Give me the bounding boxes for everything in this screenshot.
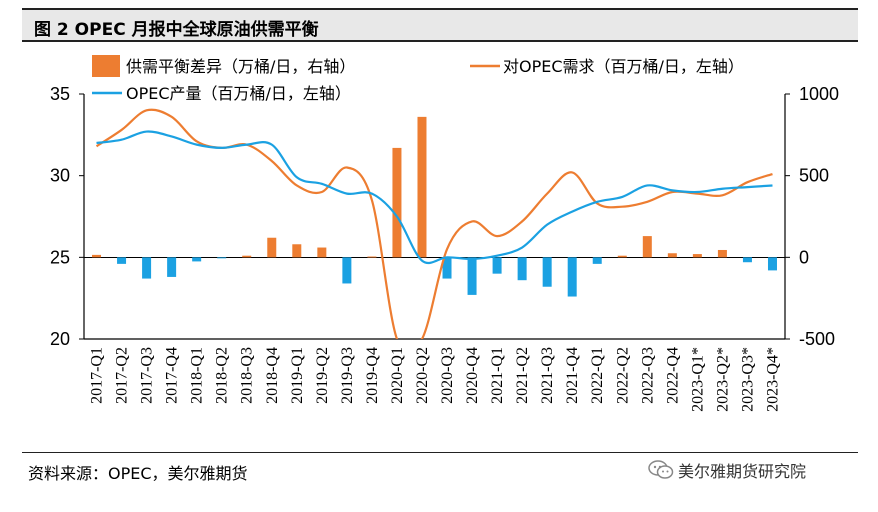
production-line	[96, 130, 773, 265]
category-label: 2017-Q2	[114, 347, 131, 404]
balance-bar	[117, 257, 127, 264]
category-label: 2017-Q3	[139, 347, 156, 404]
balance-bar	[342, 257, 352, 284]
category-label: 2019-Q4	[364, 347, 381, 404]
figure-title-bar: 图 2 OPEC 月报中全球原油供需平衡	[22, 8, 858, 42]
watermark-text: 美尔雅期货研究院	[678, 462, 807, 481]
left-tick-label: 30	[50, 166, 70, 186]
category-label: 2019-Q2	[314, 347, 331, 404]
category-label: 2022-Q1	[589, 347, 606, 404]
right-axis-ticks: -500 0 500 1000	[785, 84, 839, 349]
balance-bar	[567, 257, 577, 297]
category-label: 2021-Q4	[564, 347, 581, 404]
legend: 供需平衡差异（万桶/日，右轴） 对OPEC需求（百万桶/日，左轴） OPEC产量…	[92, 55, 744, 103]
category-label: 2020-Q2	[414, 347, 431, 404]
balance-bar	[692, 254, 702, 258]
watermark: 美尔雅期货研究院	[648, 458, 806, 482]
wechat-icon	[648, 460, 674, 479]
category-label: 2019-Q3	[339, 347, 356, 404]
balance-bar	[617, 255, 627, 258]
category-label: 2017-Q4	[164, 347, 181, 404]
balance-bar	[217, 257, 227, 259]
category-label: 2018-Q3	[239, 347, 256, 404]
series-lines	[95, 108, 773, 339]
balance-bar	[242, 255, 252, 258]
category-label: 2018-Q1	[189, 347, 206, 404]
left-axis-ticks: 20 25 30 35	[50, 84, 84, 349]
category-label: 2023-Q3*	[739, 347, 756, 412]
category-label: 2023-Q2*	[714, 347, 731, 412]
category-label: 2017-Q1	[89, 347, 106, 404]
balance-bar	[317, 247, 327, 258]
category-labels: 2017-Q1 2017-Q2 2017-Q3 2017-Q4 2018-Q1 2018-…	[89, 347, 782, 412]
balance-bar	[142, 257, 152, 279]
demand-line	[95, 108, 773, 339]
legend-label-production: OPEC产量（百万桶/日，左轴）	[126, 84, 351, 103]
balance-bar	[767, 257, 777, 271]
right-tick-label: -500	[799, 329, 835, 349]
balance-bar	[417, 116, 427, 258]
category-label: 2023-Q4*	[764, 347, 781, 412]
plot-area	[83, 94, 786, 340]
balance-bars	[92, 116, 777, 297]
category-label: 2018-Q4	[264, 347, 281, 404]
footer-divider	[22, 452, 858, 453]
legend-swatch-balance	[92, 55, 120, 77]
balance-bar	[667, 253, 677, 258]
balance-bar	[167, 257, 177, 277]
balance-bar	[442, 257, 452, 279]
legend-label-demand: 对OPEC需求（百万桶/日，左轴）	[503, 57, 744, 76]
category-label: 2020-Q1	[389, 347, 406, 404]
legend-label-balance: 供需平衡差异（万桶/日，右轴）	[126, 57, 355, 76]
balance-bar	[592, 257, 602, 264]
balance-bar	[392, 147, 402, 258]
balance-bar	[517, 257, 527, 281]
balance-bar	[267, 237, 277, 258]
right-tick-label: 0	[799, 247, 809, 267]
balance-bar	[717, 249, 727, 258]
balance-bar	[542, 257, 552, 287]
left-tick-label: 35	[50, 84, 70, 104]
balance-bar	[642, 236, 652, 258]
category-label: 2020-Q4	[464, 347, 481, 404]
category-label: 2021-Q1	[489, 347, 506, 404]
category-label: 2020-Q3	[439, 347, 456, 404]
category-label: 2018-Q2	[214, 347, 231, 404]
category-label: 2023-Q1*	[689, 347, 706, 412]
balance-bar	[192, 257, 202, 262]
category-label: 2022-Q2	[614, 347, 631, 404]
balance-bar	[742, 257, 752, 263]
source-note: 资料来源：OPEC，美尔雅期货	[28, 464, 248, 483]
category-label: 2021-Q2	[514, 347, 531, 404]
balance-bar	[492, 257, 502, 274]
category-label: 2022-Q3	[639, 347, 656, 404]
balance-bar	[367, 256, 377, 258]
category-label: 2022-Q4	[664, 347, 681, 404]
right-tick-label: 1000	[799, 84, 839, 104]
right-tick-label: 500	[799, 166, 829, 186]
left-tick-label: 20	[50, 329, 70, 349]
balance-bar	[292, 244, 302, 258]
balance-bar	[92, 254, 102, 258]
left-tick-label: 25	[50, 247, 70, 267]
category-label: 2019-Q1	[289, 347, 306, 404]
balance-bar	[467, 257, 477, 295]
category-label: 2021-Q3	[539, 347, 556, 404]
figure-title: 图 2 OPEC 月报中全球原油供需平衡	[34, 20, 319, 40]
